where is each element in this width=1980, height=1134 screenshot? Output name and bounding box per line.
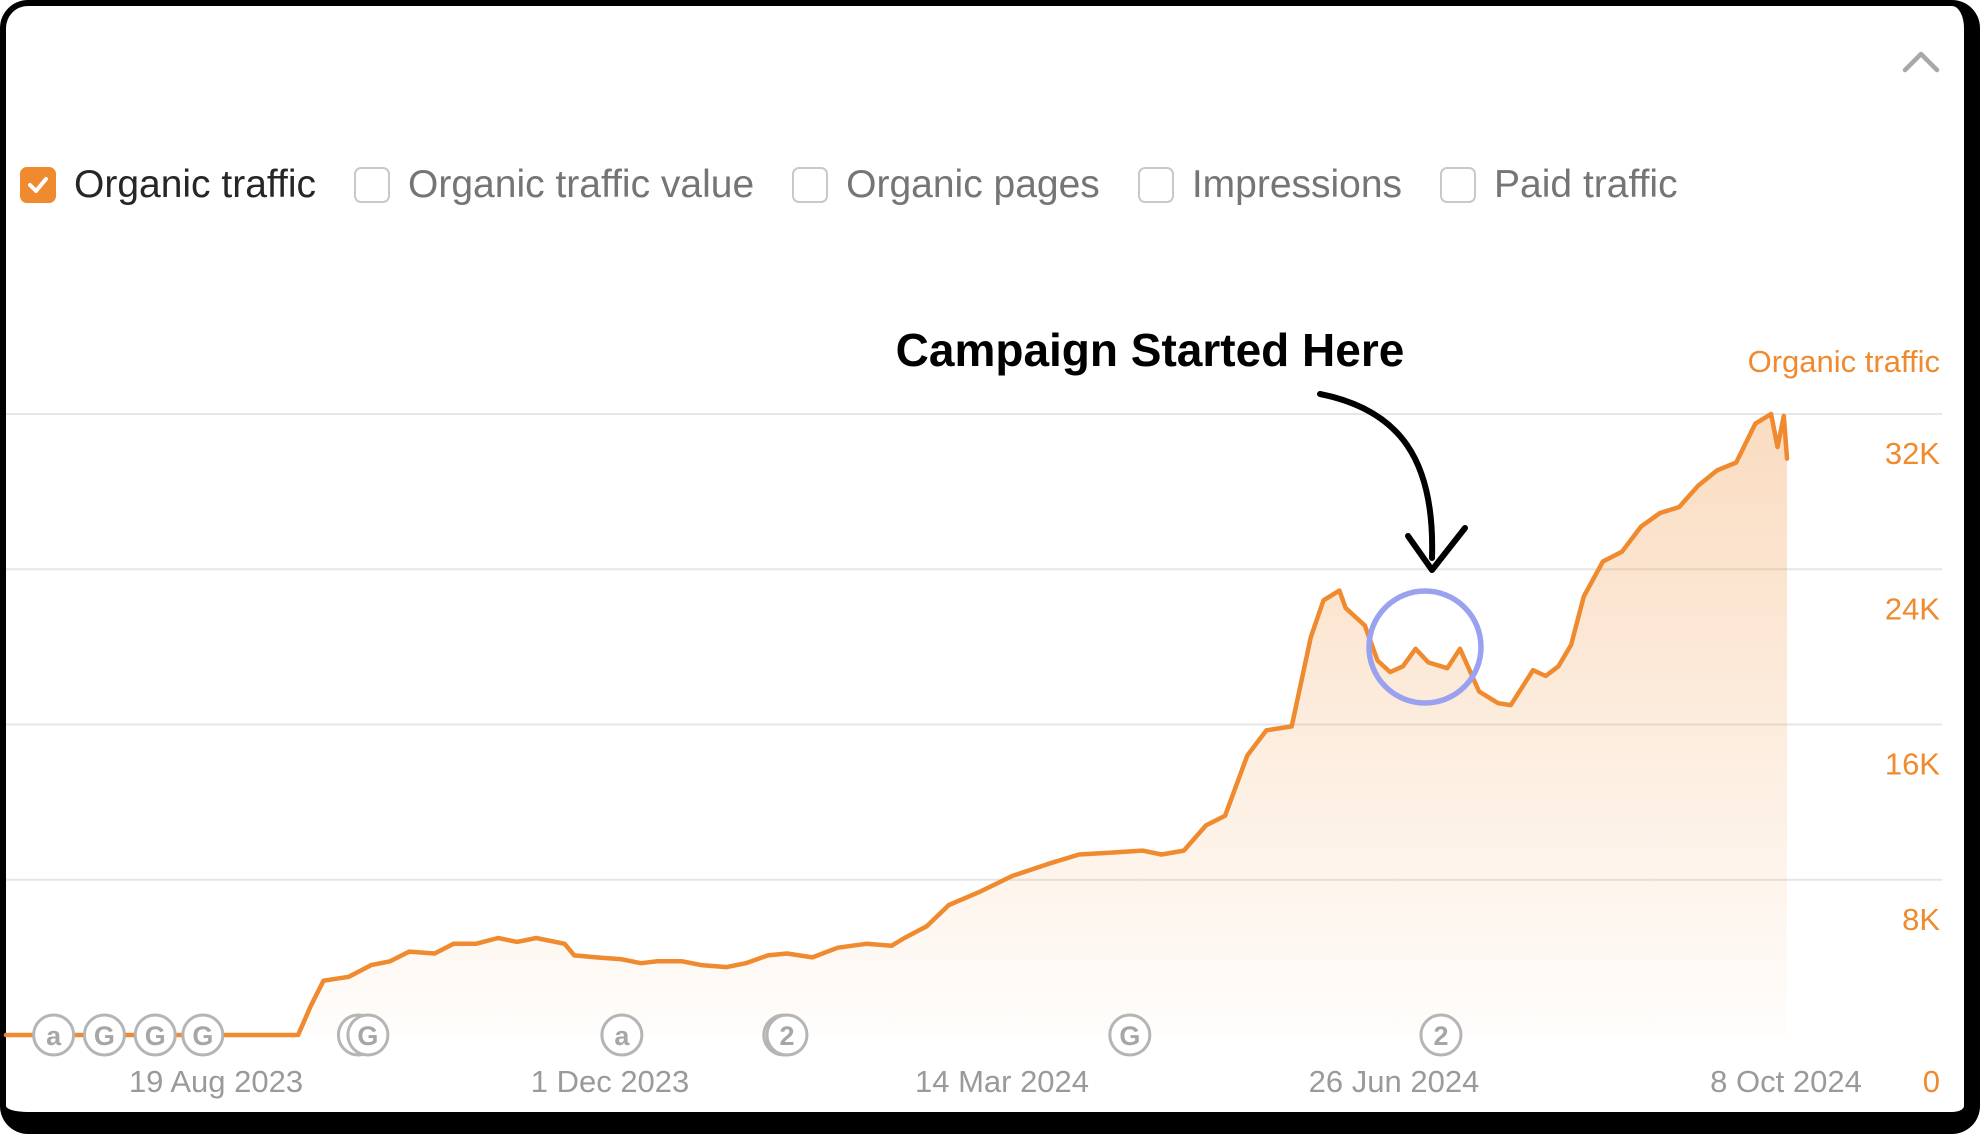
- collapse-button[interactable]: [1901, 46, 1941, 80]
- event-marker-circle: [600, 1013, 644, 1057]
- legend-label-organic-pages: Organic pages: [846, 163, 1100, 206]
- x-tick-label: 26 Jun 2024: [1309, 1064, 1480, 1099]
- event-marker-circle: [346, 1013, 390, 1057]
- event-marker[interactable]: a: [32, 1013, 76, 1057]
- checkbox-organic-pages[interactable]: [792, 167, 829, 203]
- highlight-circle: [1366, 588, 1484, 706]
- legend-label-organic-traffic: Organic traffic: [74, 163, 317, 206]
- legend-label-impressions: Impressions: [1191, 163, 1403, 206]
- event-marker-label: 2: [779, 1021, 794, 1051]
- event-marker[interactable]: 2: [1419, 1013, 1463, 1057]
- chevron-up-icon: [1902, 51, 1940, 73]
- event-marker-label: G: [145, 1021, 166, 1051]
- event-marker-label: G: [192, 1021, 213, 1051]
- event-marker-label: G: [1119, 1021, 1140, 1051]
- event-marker[interactable]: a: [600, 1013, 644, 1057]
- event-marker[interactable]: G: [133, 1013, 177, 1057]
- y-axis-ticks: 0 8K 16K 24K 32K: [1885, 436, 1940, 1099]
- y-tick-label: 32K: [1885, 436, 1940, 471]
- legend-item-impressions[interactable]: Impressions: [1137, 163, 1403, 207]
- event-marker-circle: [765, 1013, 809, 1057]
- traffic-line: [3, 411, 1790, 1038]
- event-marker-label: G: [357, 1021, 378, 1051]
- y-tick-label: 8K: [1902, 902, 1940, 937]
- y-tick-label: 16K: [1885, 747, 1940, 782]
- event-marker[interactable]: G: [346, 1013, 390, 1057]
- event-marker[interactable]: G: [1108, 1013, 1152, 1057]
- event-marker-circle: [1419, 1013, 1463, 1057]
- checkbox-organic-traffic-value[interactable]: [354, 167, 391, 203]
- event-marker-circle: [1108, 1013, 1152, 1057]
- x-tick-label: 14 Mar 2024: [915, 1064, 1089, 1099]
- traffic-area: [298, 414, 1788, 1035]
- y-axis-label: Organic traffic: [1748, 344, 1940, 379]
- event-markers: aGGGGGa22G2: [32, 1013, 1463, 1057]
- event-marker[interactable]: G: [82, 1013, 126, 1057]
- legend-label-organic-traffic-value: Organic traffic value: [408, 163, 755, 206]
- event-marker-label: G: [94, 1021, 115, 1051]
- annotation-arrow: [1317, 391, 1436, 561]
- x-tick-label: 19 Aug 2023: [129, 1064, 303, 1099]
- event-marker-label: 2: [1433, 1021, 1448, 1051]
- annotation-arrowhead: [1405, 525, 1468, 573]
- legend-label-paid-traffic: Paid traffic: [1494, 163, 1678, 206]
- legend-item-organic-traffic-value[interactable]: Organic traffic value: [354, 163, 754, 207]
- legend-item-paid-traffic[interactable]: Paid traffic: [1440, 163, 1678, 207]
- legend-item-organic-traffic[interactable]: Organic traffic: [20, 163, 316, 207]
- event-marker[interactable]: G: [181, 1013, 225, 1057]
- legend-item-organic-pages[interactable]: Organic pages: [792, 163, 1100, 207]
- event-marker-label: a: [614, 1021, 630, 1051]
- event-marker-circle: [82, 1013, 126, 1057]
- event-marker-label: a: [46, 1021, 62, 1051]
- event-marker-circle: [32, 1013, 76, 1057]
- x-tick-label: 8 Oct 2024: [1710, 1064, 1862, 1099]
- x-axis-ticks: 19 Aug 2023 1 Dec 2023 14 Mar 2024 26 Jun 2…: [129, 1064, 1862, 1099]
- event-marker-circle: [133, 1013, 177, 1057]
- x-tick-label: 1 Dec 2023: [531, 1064, 690, 1099]
- metric-legend: Organic traffic Organic traffic value Or…: [20, 156, 1716, 214]
- checkbox-impressions[interactable]: [1137, 167, 1174, 203]
- event-marker-circle: [181, 1013, 225, 1057]
- check-icon: [28, 177, 48, 193]
- checkbox-paid-traffic[interactable]: [1440, 167, 1477, 203]
- y-tick-label: 24K: [1885, 591, 1940, 626]
- y-tick-label: 0: [1923, 1064, 1940, 1099]
- event-marker[interactable]: 2: [765, 1013, 809, 1057]
- annotation-text: Campaign Started Here: [896, 324, 1405, 376]
- checkbox-organic-traffic[interactable]: [20, 167, 56, 203]
